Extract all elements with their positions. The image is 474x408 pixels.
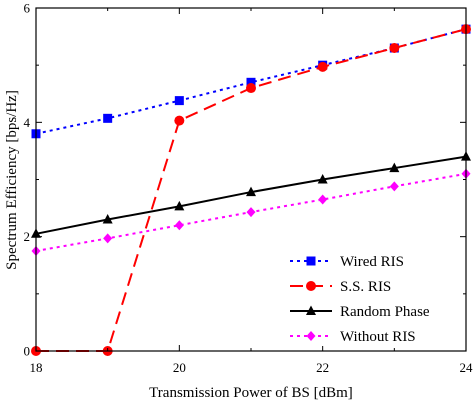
data-point-without-ris <box>103 233 113 244</box>
y-axis-title: Spectrum Efficiency [bps/Hz] <box>4 90 20 270</box>
data-point-s-s-ris <box>389 43 400 54</box>
legend-item-wired-ris: Wired RIS <box>290 254 404 270</box>
legend-label-wired-ris: Wired RIS <box>340 254 404 270</box>
legend-label-without-ris: Without RIS <box>340 329 416 345</box>
legend: Wired RIS S.S. RIS Random Phase Without RIS <box>283 246 461 346</box>
data-point-s-s-ris <box>174 115 185 126</box>
data-point-without-ris <box>246 207 256 218</box>
data-point-wired-ris <box>174 96 184 106</box>
data-point-without-ris <box>389 181 399 192</box>
data-point-wired-ris <box>103 113 113 123</box>
data-point-s-s-ris <box>317 61 328 72</box>
series-random-phase <box>31 151 471 238</box>
series-wired-ris <box>31 24 471 139</box>
data-point-random-phase <box>317 174 328 184</box>
y-tick-label: 4 <box>24 115 31 130</box>
data-point-random-phase <box>174 200 185 211</box>
legend-label-random-phase: Random Phase <box>340 304 430 320</box>
y-tick-label: 0 <box>24 344 31 359</box>
x-axis-title: Transmission Power of BS [dBm] <box>149 385 353 401</box>
data-point-random-phase <box>246 186 256 197</box>
legend-item-without-ris: Without RIS <box>290 329 416 345</box>
data-point-without-ris <box>318 194 328 205</box>
x-tick-label: 24 <box>460 360 474 375</box>
series-without-ris <box>31 168 471 256</box>
y-tick-label: 6 <box>24 1 31 16</box>
legend-marker-s-s-ris <box>306 281 316 291</box>
data-point-s-s-ris <box>246 83 256 94</box>
legend-label-s-s-ris: S.S. RIS <box>340 279 391 295</box>
data-point-random-phase <box>102 214 113 224</box>
legend-marker-random-phase <box>306 305 316 315</box>
data-point-wired-ris <box>246 77 256 87</box>
x-tick-label: 22 <box>316 360 329 375</box>
data-point-without-ris <box>174 220 184 231</box>
legend-marker-wired-ris <box>306 256 316 266</box>
x-tick-label: 20 <box>173 360 186 375</box>
y-tick-label: 2 <box>24 229 31 244</box>
x-tick-label: 18 <box>30 360 43 375</box>
legend-item-random-phase: Random Phase <box>290 304 430 320</box>
legend-item-s-s-ris: S.S. RIS <box>290 279 391 295</box>
data-point-random-phase <box>389 162 400 173</box>
legend-marker-without-ris <box>306 331 316 341</box>
